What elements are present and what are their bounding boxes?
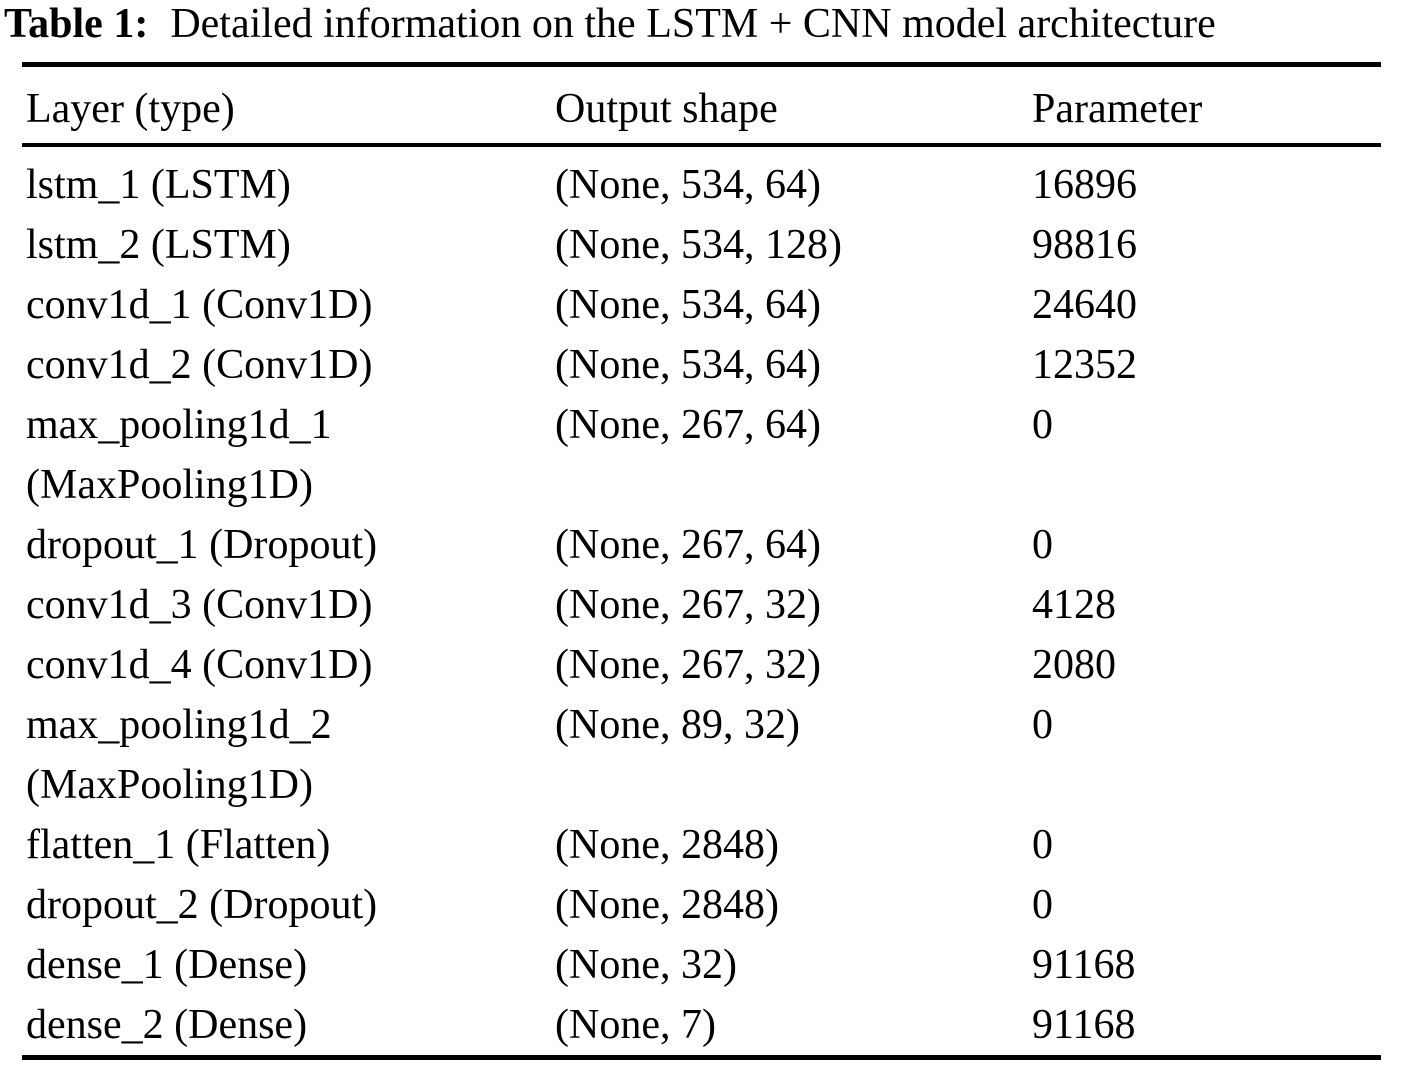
- table-row: dense_1 (Dense) (None, 32) 91168: [22, 935, 1381, 995]
- cell-output-shape: (None, 2848): [555, 822, 779, 868]
- column-header-output-shape: Output shape: [555, 86, 778, 132]
- cell-parameter: 0: [1032, 402, 1053, 448]
- table-caption-label: Table 1:: [4, 1, 149, 47]
- cell-layer-type: flatten_1 (Flatten): [26, 822, 331, 868]
- cell-layer-type: conv1d_1 (Conv1D): [26, 282, 373, 328]
- cell-parameter: 2080: [1032, 642, 1116, 688]
- table-row: conv1d_4 (Conv1D) (None, 267, 32) 2080: [22, 635, 1381, 695]
- table-body: lstm_1 (LSTM) (None, 534, 64) 16896 lstm…: [22, 147, 1381, 1055]
- table-row: max_pooling1d_1 (MaxPooling1D) (None, 26…: [22, 395, 1381, 515]
- table-bottom-rule: [22, 1055, 1381, 1060]
- table-row: max_pooling1d_2 (MaxPooling1D) (None, 89…: [22, 695, 1381, 815]
- table-caption: Table 1: Detailed information on the LSTM…: [4, 0, 1216, 50]
- cell-output-shape: (None, 2848): [555, 882, 779, 928]
- cell-parameter: 16896: [1032, 162, 1137, 208]
- cell-output-shape: (None, 7): [555, 1002, 716, 1048]
- table-row: conv1d_3 (Conv1D) (None, 267, 32) 4128: [22, 575, 1381, 635]
- cell-parameter: 0: [1032, 822, 1053, 868]
- cell-parameter: 98816: [1032, 222, 1137, 268]
- table-row: dense_2 (Dense) (None, 7) 91168: [22, 995, 1381, 1055]
- cell-output-shape: (None, 267, 64): [555, 402, 821, 448]
- cell-parameter: 0: [1032, 882, 1053, 928]
- cell-output-shape: (None, 267, 64): [555, 522, 821, 568]
- table-header-rule: [22, 143, 1381, 147]
- cell-layer-type: max_pooling1d_2 (MaxPooling1D): [26, 702, 332, 808]
- architecture-table: Layer (type) Output shape Parameter lstm…: [22, 62, 1381, 1060]
- cell-output-shape: (None, 534, 64): [555, 162, 821, 208]
- column-header-layer-type: Layer (type): [26, 86, 235, 132]
- cell-layer-type: conv1d_3 (Conv1D): [26, 582, 373, 628]
- cell-parameter: 91168: [1032, 942, 1136, 988]
- cell-parameter: 24640: [1032, 282, 1137, 328]
- cell-parameter: 91168: [1032, 1002, 1136, 1048]
- table-row: flatten_1 (Flatten) (None, 2848) 0: [22, 815, 1381, 875]
- cell-layer-type: max_pooling1d_1 (MaxPooling1D): [26, 402, 332, 508]
- table-row: dropout_1 (Dropout) (None, 267, 64) 0: [22, 515, 1381, 575]
- cell-layer-type: dropout_1 (Dropout): [26, 522, 378, 568]
- cell-output-shape: (None, 267, 32): [555, 582, 821, 628]
- cell-output-shape: (None, 89, 32): [555, 702, 800, 748]
- cell-output-shape: (None, 534, 128): [555, 222, 842, 268]
- table-row: conv1d_2 (Conv1D) (None, 534, 64) 12352: [22, 335, 1381, 395]
- cell-parameter: 4128: [1032, 582, 1116, 628]
- cell-output-shape: (None, 32): [555, 942, 737, 988]
- cell-output-shape: (None, 267, 32): [555, 642, 821, 688]
- cell-layer-type: conv1d_2 (Conv1D): [26, 342, 373, 388]
- cell-parameter: 0: [1032, 522, 1053, 568]
- table-row: conv1d_1 (Conv1D) (None, 534, 64) 24640: [22, 275, 1381, 335]
- cell-layer-type: dense_2 (Dense): [26, 1002, 308, 1048]
- cell-parameter: 12352: [1032, 342, 1137, 388]
- table-caption-text: Detailed information on the LSTM + CNN m…: [170, 1, 1216, 47]
- cell-output-shape: (None, 534, 64): [555, 282, 821, 328]
- table-row: lstm_1 (LSTM) (None, 534, 64) 16896: [22, 155, 1381, 215]
- cell-layer-type: conv1d_4 (Conv1D): [26, 642, 373, 688]
- cell-layer-type: lstm_1 (LSTM): [26, 162, 291, 208]
- cell-layer-type: dropout_2 (Dropout): [26, 882, 378, 928]
- table-row: dropout_2 (Dropout) (None, 2848) 0: [22, 875, 1381, 935]
- cell-output-shape: (None, 534, 64): [555, 342, 821, 388]
- table-row: lstm_2 (LSTM) (None, 534, 128) 98816: [22, 215, 1381, 275]
- column-header-parameter: Parameter: [1032, 86, 1203, 132]
- table-header-row: Layer (type) Output shape Parameter: [22, 67, 1381, 143]
- table-top-rule: [22, 62, 1381, 67]
- cell-layer-type: dense_1 (Dense): [26, 942, 308, 988]
- cell-layer-type: lstm_2 (LSTM): [26, 222, 291, 268]
- cell-parameter: 0: [1032, 702, 1053, 748]
